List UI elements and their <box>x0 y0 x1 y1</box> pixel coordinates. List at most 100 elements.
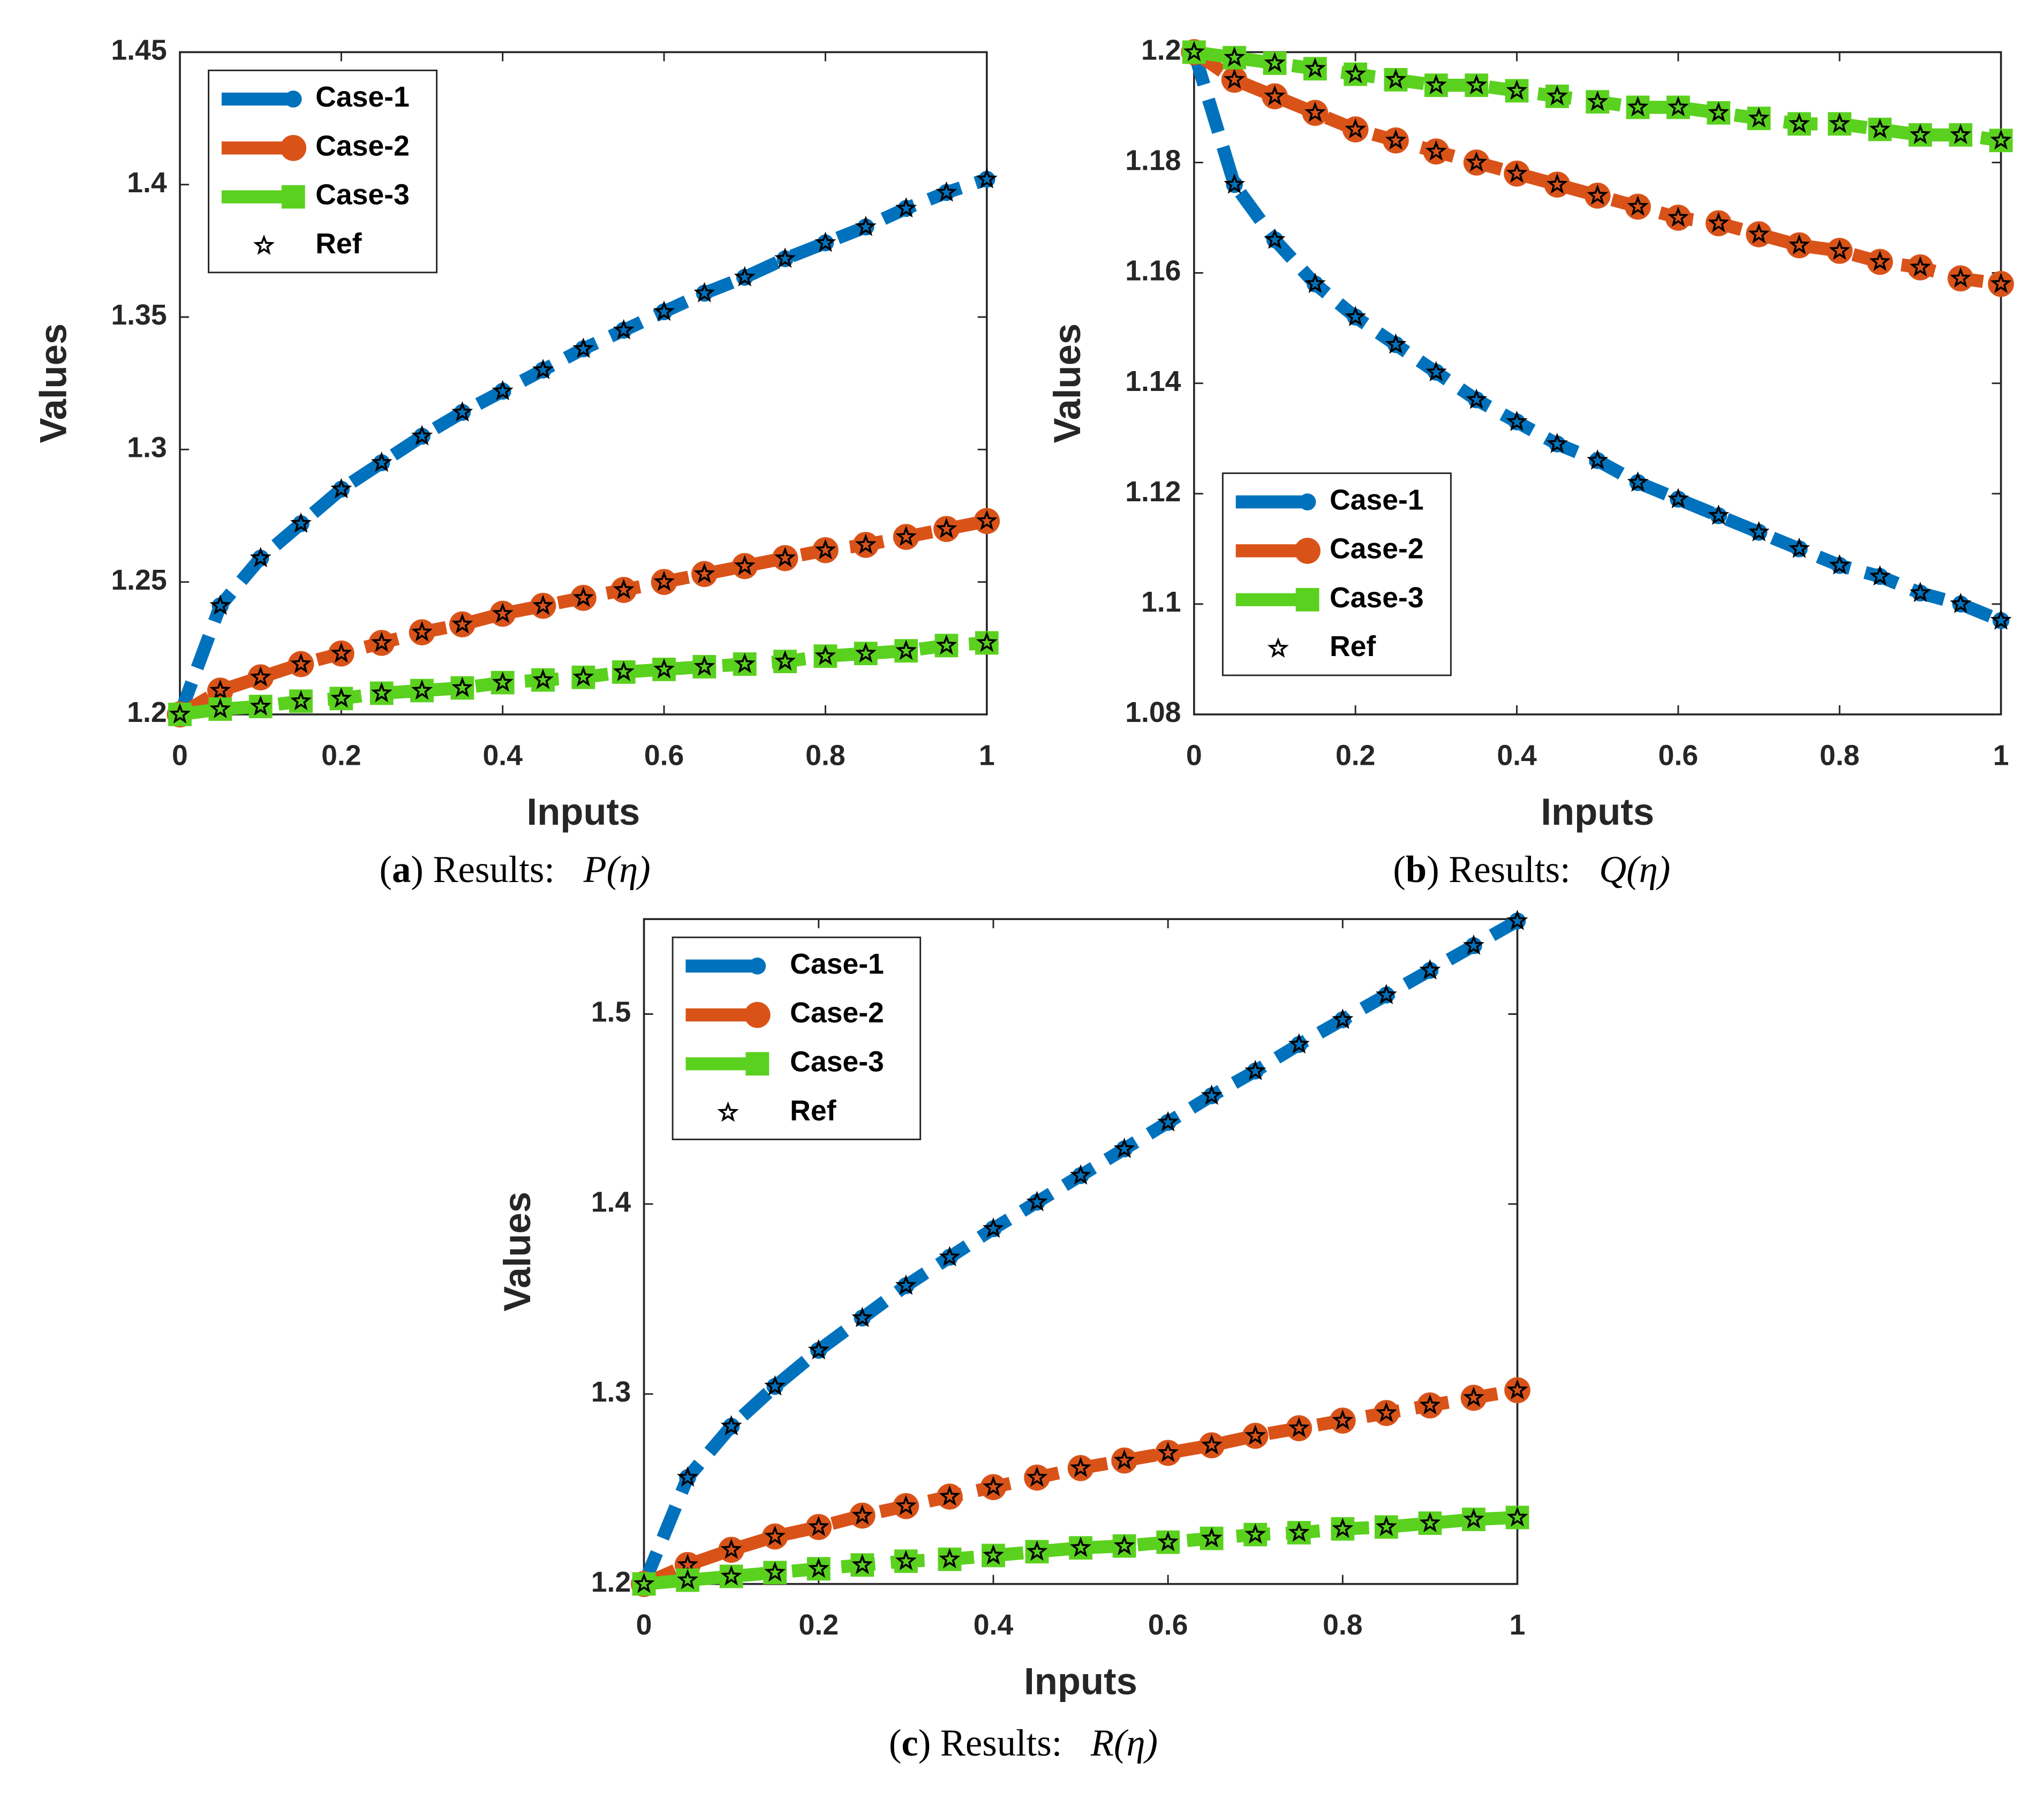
ref-marker <box>895 197 917 218</box>
ref-marker <box>1332 1008 1354 1029</box>
ref-marker <box>808 1339 829 1360</box>
caption-label: b <box>1406 849 1427 891</box>
ref-marker <box>851 1504 873 1525</box>
y-tick-label: 1.3 <box>591 1376 631 1408</box>
marker <box>1383 127 1409 154</box>
ref-marker <box>1627 195 1649 216</box>
ref-marker <box>808 1516 829 1537</box>
ref-marker <box>1667 488 1689 509</box>
marker <box>691 561 718 588</box>
marker <box>1947 265 1974 292</box>
ref-marker <box>764 1561 786 1582</box>
ref-marker <box>1829 554 1851 575</box>
ref-marker <box>613 578 635 599</box>
x-tick-label: 0.2 <box>321 740 361 771</box>
marker <box>718 1537 744 1563</box>
ref-marker <box>1345 118 1367 139</box>
ref-marker <box>1708 504 1730 525</box>
ref-marker <box>371 451 393 472</box>
y-tick-label: 1.4 <box>127 167 167 199</box>
y-tick-label: 1.08 <box>1125 697 1181 728</box>
ref-marker <box>814 231 836 252</box>
ref-marker <box>1587 449 1609 470</box>
ref-marker <box>411 425 433 446</box>
ref-marker <box>1288 1033 1310 1054</box>
ref-marker <box>1627 96 1649 117</box>
ref-marker <box>1466 151 1488 172</box>
x-tick-label: 0.8 <box>1820 740 1859 771</box>
ref-marker <box>1950 592 1972 613</box>
ref-marker <box>1224 46 1246 67</box>
ref-marker <box>330 642 352 663</box>
caption-label: c <box>901 1722 918 1764</box>
ref-marker <box>209 594 231 615</box>
x-tick-label: 0.4 <box>482 740 523 771</box>
ref-marker <box>169 703 191 724</box>
ref-marker <box>1244 1424 1266 1445</box>
y-tick-label: 1.3 <box>127 432 167 463</box>
marker <box>772 545 798 571</box>
ref-marker <box>855 642 877 663</box>
x-tick-label: 0.6 <box>1658 740 1698 771</box>
marker <box>1746 221 1772 247</box>
ref-marker <box>653 658 675 679</box>
y-axis-label: Values <box>32 323 74 443</box>
legend-label: Ref <box>790 1095 836 1127</box>
ref-marker <box>720 1538 742 1559</box>
marker <box>731 553 758 579</box>
ref-marker <box>1425 140 1447 161</box>
ref-marker <box>532 594 554 615</box>
x-tick-label: 0.2 <box>1336 740 1375 771</box>
ref-marker <box>653 300 675 321</box>
ref-marker <box>1829 239 1851 260</box>
marker <box>893 1493 919 1519</box>
legend-label: Case-3 <box>790 1046 884 1078</box>
marker <box>853 532 879 558</box>
ref-marker <box>250 547 271 568</box>
ref-marker <box>814 645 836 666</box>
ref-marker <box>1224 173 1246 194</box>
legend: Case-1 Case-2 Case-3 Ref <box>208 69 438 274</box>
legend-label: Case-2 <box>1330 533 1424 565</box>
y-tick-label: 1.5 <box>591 997 631 1028</box>
x-axis-label: Inputs <box>1024 1660 1137 1703</box>
ref-marker <box>1157 1531 1179 1552</box>
x-axis-label: Inputs <box>1541 790 1654 833</box>
ref-marker <box>1224 68 1246 89</box>
marker <box>530 592 556 619</box>
ref-marker <box>1462 1508 1484 1529</box>
ref-marker <box>693 562 715 583</box>
ref-marker <box>1748 521 1770 541</box>
ref-marker <box>1546 173 1568 194</box>
ref-marker <box>895 1495 917 1516</box>
ref-marker <box>939 1548 961 1569</box>
marker <box>1786 232 1813 259</box>
ref-marker <box>1244 1059 1266 1080</box>
ref-marker <box>1419 1394 1441 1415</box>
marker <box>449 611 476 638</box>
ref-marker <box>492 602 514 623</box>
ref-marker <box>1304 57 1326 78</box>
marker <box>1302 100 1329 126</box>
x-tick-label: 0.8 <box>805 740 845 771</box>
ref-marker <box>851 1307 873 1328</box>
ref-marker <box>653 570 675 591</box>
y-tick-label: 1.1 <box>1141 586 1181 618</box>
ref-marker <box>1267 637 1289 658</box>
ref-marker <box>1425 74 1447 95</box>
ref-marker <box>1708 101 1730 122</box>
ref-marker <box>855 533 877 554</box>
ref-marker <box>290 512 312 533</box>
ref-marker <box>1788 234 1810 255</box>
y-tick-label: 1.35 <box>111 299 167 331</box>
y-tick-label: 1.2 <box>1141 35 1181 66</box>
caption-text: ) Results: <box>918 1722 1062 1764</box>
ref-marker <box>1385 129 1407 150</box>
ref-marker <box>1288 1521 1310 1542</box>
marker <box>1988 270 2014 297</box>
ref-marker <box>451 613 473 634</box>
ref-marker <box>411 621 433 642</box>
marker <box>893 524 919 550</box>
ref-marker <box>1506 410 1528 431</box>
